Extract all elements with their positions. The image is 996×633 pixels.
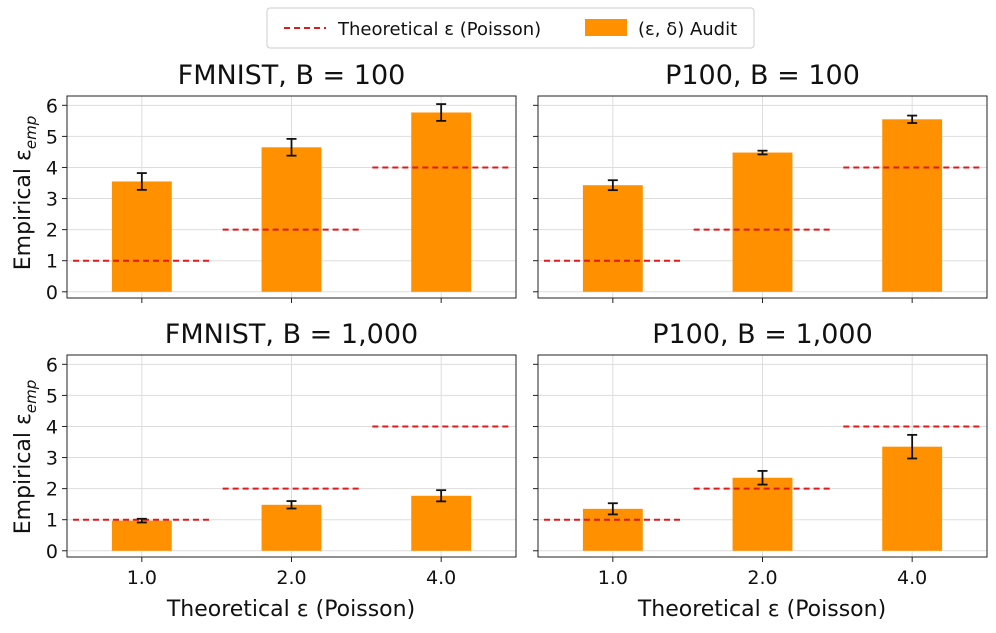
y-tick-label: 6	[46, 95, 58, 117]
x-tick-label: 2.0	[276, 567, 306, 589]
xlabel-left: Theoretical ε (Poisson)	[166, 597, 415, 622]
chart-panel-2: P100, B = 100	[533, 60, 988, 303]
x-tick-label: 4.0	[426, 567, 456, 589]
ylabel-top-sub: emp	[22, 116, 40, 149]
y-tick-label: 4	[46, 416, 58, 438]
ylabel-top-main: Empirical ε	[11, 149, 36, 270]
legend-audit-swatch	[585, 19, 627, 36]
y-tick-label: 0	[46, 541, 58, 563]
x-tick-label: 1.0	[127, 567, 157, 589]
legend-frame	[266, 7, 755, 49]
panel-title: FMNIST, B = 100	[178, 60, 406, 91]
y-tick-label: 0	[46, 282, 58, 304]
audit-bar	[261, 147, 322, 292]
audit-bar	[261, 504, 322, 551]
audit-bar	[411, 112, 472, 292]
y-tick-label: 1	[46, 510, 58, 532]
y-tick-label: 6	[46, 354, 58, 376]
legend: Theoretical ε (Poisson) (ε, δ) Audit	[266, 7, 755, 49]
audit-bar	[111, 181, 172, 292]
audit-bar	[411, 495, 472, 551]
audit-bar	[111, 520, 172, 551]
y-tick-label: 1	[46, 251, 58, 273]
y-tick-label: 2	[46, 220, 58, 242]
ylabel-bottom-sub: emp	[22, 380, 40, 413]
y-tick-label: 3	[46, 448, 58, 470]
xlabel-right: Theoretical ε (Poisson)	[637, 597, 886, 622]
ylabel-bottom: Empirical εemp	[11, 380, 40, 535]
panel-title: FMNIST, B = 1,000	[165, 319, 418, 350]
ylabel-top: Empirical εemp	[11, 116, 40, 271]
panel-title: P100, B = 1,000	[652, 319, 873, 350]
ylabel-bottom-main: Empirical ε	[11, 413, 36, 534]
panel-title: P100, B = 100	[665, 60, 860, 91]
y-tick-label: 3	[46, 189, 58, 211]
audit-bar	[732, 477, 793, 551]
chart-panel-4: P100, B = 1,000 1.0 2.0 4.0	[533, 319, 988, 589]
audit-bar	[882, 446, 943, 551]
audit-bar	[582, 185, 643, 292]
panels: FMNIST, B = 100 0 1 2 3 4 5 6 P100, B = 100 FMNIS…	[46, 60, 988, 589]
x-tick-label: 4.0	[897, 567, 927, 589]
y-tick-label: 5	[46, 385, 58, 407]
audit-bar	[582, 508, 643, 551]
y-tick-label: 5	[46, 126, 58, 148]
x-tick-label: 1.0	[598, 567, 628, 589]
x-tick-label: 2.0	[747, 567, 777, 589]
chart-panel-1: FMNIST, B = 100 0 1 2 3 4 5 6	[46, 60, 517, 304]
audit-bar	[882, 119, 943, 292]
chart-panel-3: FMNIST, B = 1,000 0 1 2 3 4 5 6 1.0 2.0 4.0	[46, 319, 517, 589]
audit-bar	[732, 152, 793, 292]
legend-audit-label: (ε, δ) Audit	[638, 19, 737, 40]
y-tick-label: 4	[46, 157, 58, 179]
y-tick-label: 2	[46, 479, 58, 501]
legend-theory-label: Theoretical ε (Poisson)	[337, 19, 541, 40]
